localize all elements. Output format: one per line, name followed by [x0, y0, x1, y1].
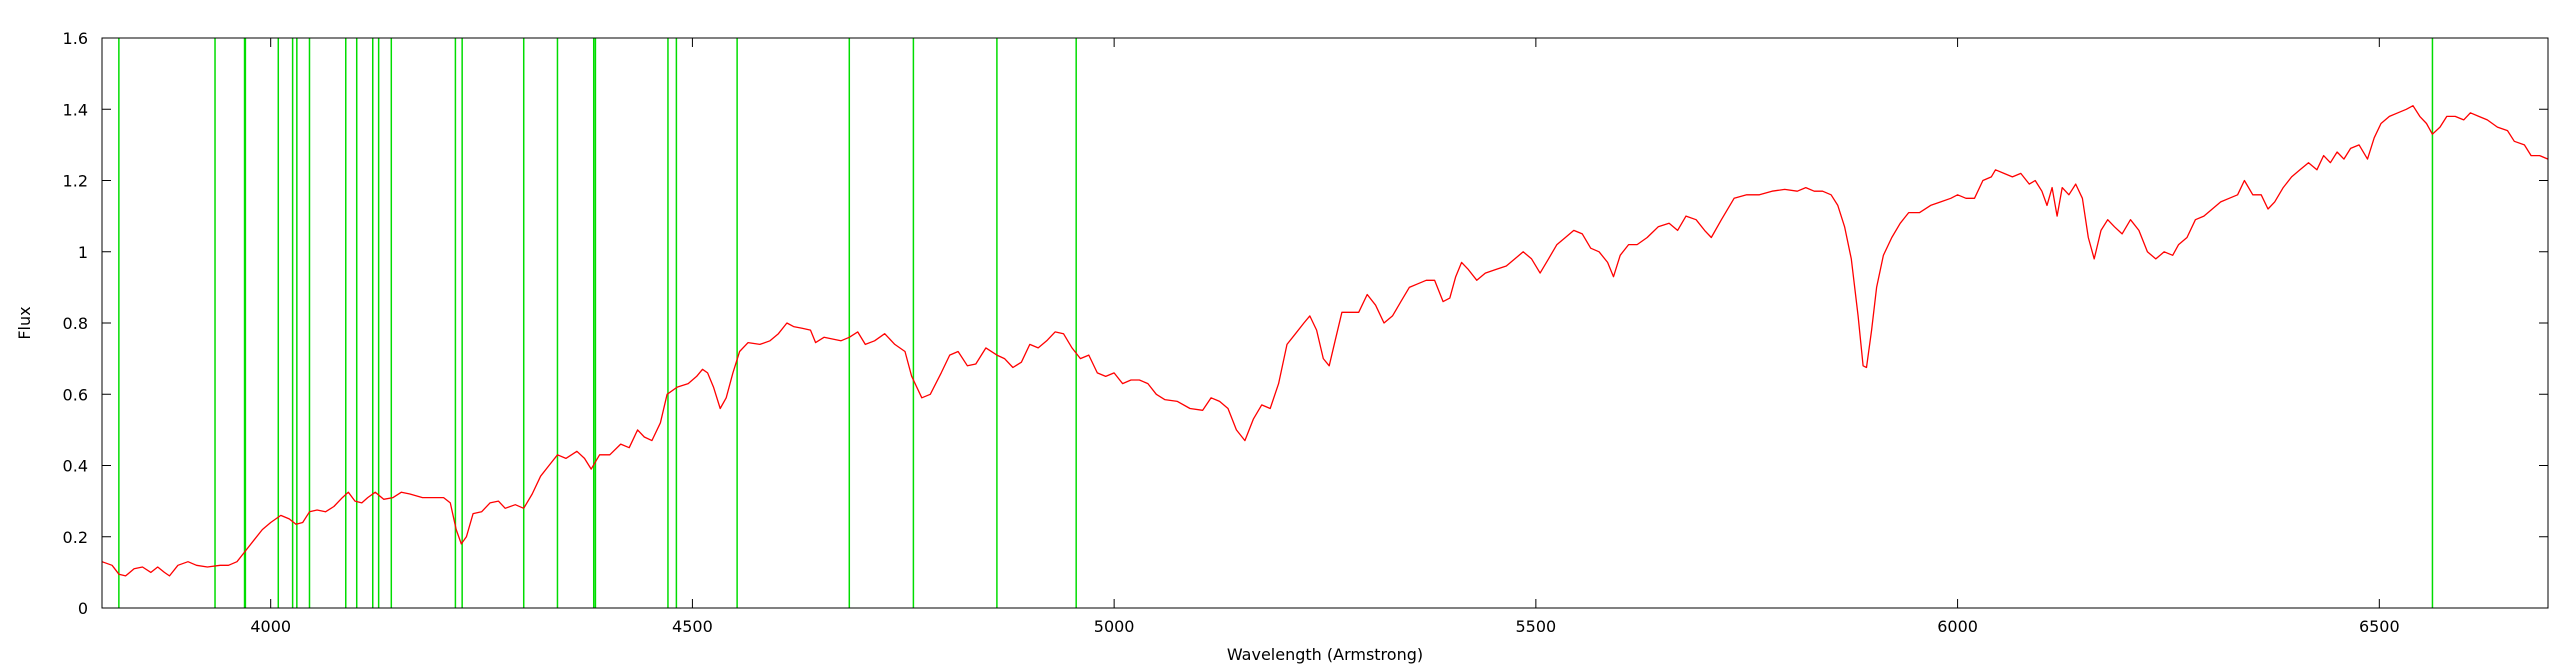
y-tick-label: 1.2: [63, 172, 88, 191]
y-tick-label: 0.2: [63, 528, 88, 547]
y-tick-label: 0: [78, 599, 88, 618]
y-tick-label: 0.4: [63, 457, 88, 476]
spectral-lines-layer: [118, 38, 2434, 608]
y-tick-label: 0.6: [63, 385, 88, 404]
x-tick-label: 6000: [1937, 617, 1978, 636]
x-tick-label: 5500: [1516, 617, 1557, 636]
y-tick-label: 0.8: [63, 314, 88, 333]
x-tick-label: 4500: [672, 617, 713, 636]
series-layer: [101, 105, 2549, 577]
x-tick-label: 4000: [250, 617, 291, 636]
plot-frame: [101, 37, 2549, 609]
flux-series-line: [101, 105, 2549, 577]
y-tick-label: 1.4: [63, 100, 88, 119]
y-axis-label: Flux: [15, 306, 34, 339]
x-axis-label: Wavelength (Armstrong): [1227, 645, 1423, 664]
y-tick-label: 1: [78, 243, 88, 262]
ticks-layer: 4000 4500 5000 5500 6000 6500 0 0.2 0.4 0.6 0.8 1 1.…: [63, 29, 2548, 636]
x-tick-label: 6500: [2359, 617, 2400, 636]
y-tick-label: 1.6: [63, 29, 88, 48]
x-tick-label: 5000: [1094, 617, 1135, 636]
